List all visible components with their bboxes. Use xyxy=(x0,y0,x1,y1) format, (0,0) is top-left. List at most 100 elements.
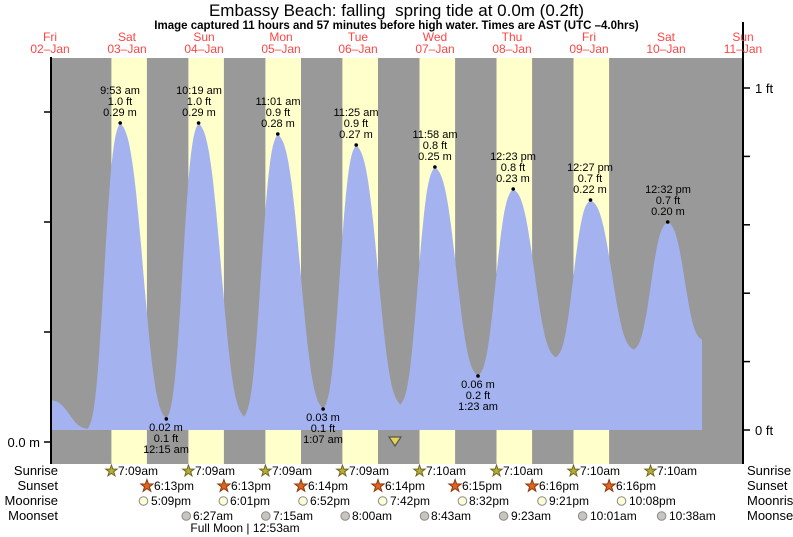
moonset-time: 6:27am xyxy=(193,509,234,523)
tide-high-label: 11:58 am 0.8 ft 0.25 m xyxy=(393,130,477,163)
moonset-icon xyxy=(261,511,271,521)
moonrise-row-label-right: Moonrise xyxy=(747,493,793,508)
y-axis-right-zero-label: 0 ft xyxy=(755,423,774,438)
sunrise-icon xyxy=(566,463,581,478)
sunset-time: 6:16pm xyxy=(539,479,580,493)
sunset-time: 6:13pm xyxy=(231,479,272,493)
day-weekday: Sat xyxy=(117,30,136,44)
moonrise-icon xyxy=(138,496,149,506)
day-date: 04–Jan xyxy=(184,42,224,56)
moonset-icon xyxy=(577,511,588,521)
moonset-icon xyxy=(498,511,509,521)
day-label: Sat 10–Jan xyxy=(628,31,704,55)
high-m: 0.29 m xyxy=(182,107,216,119)
day-weekday: Fri xyxy=(43,30,57,44)
moonrise-time: 8:32pm xyxy=(469,494,510,508)
tide-point-dot xyxy=(476,374,480,378)
moonrise-time: 6:52pm xyxy=(310,494,351,508)
day-weekday: Mon xyxy=(269,30,293,44)
low-time: 1:07 am xyxy=(303,434,343,446)
tide-point-dot xyxy=(588,198,593,202)
moonset-time: 8:43am xyxy=(431,509,472,523)
day-label: Sat 03–Jan xyxy=(89,31,165,55)
sunrise-time: 7:10am xyxy=(580,464,621,478)
current-time-marker-icon xyxy=(387,436,403,448)
day-weekday: Thu xyxy=(501,30,523,44)
high-time: 11:25 am xyxy=(333,107,379,119)
moonrise-icon xyxy=(616,496,627,506)
capture-info-subtitle: Image captured 11 hours and 57 minutes b… xyxy=(154,20,639,32)
high-m: 0.27 m xyxy=(339,129,373,141)
moonset-row-label-left: Moonset xyxy=(8,508,58,523)
sunset-icon xyxy=(293,477,309,493)
tide-point-dot xyxy=(321,407,325,411)
tide-area xyxy=(51,123,702,430)
sunrise-time: 7:10am xyxy=(657,464,698,478)
low-time: 12:15 am xyxy=(143,444,189,456)
sunrise-icon xyxy=(104,463,119,478)
low-m: 0.03 m xyxy=(306,412,340,424)
moonset-time: 10:38am xyxy=(669,509,716,523)
page-title: Embassy Beach: falling spring tide at 0.… xyxy=(208,1,585,20)
sunset-icon xyxy=(601,477,617,493)
sunset-row-label-right: Sunset xyxy=(747,478,788,493)
tide-point-dot xyxy=(118,121,122,125)
tide-point-dot xyxy=(354,143,359,147)
tide-point-dot xyxy=(276,132,280,136)
tide-point-dot xyxy=(665,220,670,224)
sunset-icon xyxy=(216,477,232,493)
sunrise-icon xyxy=(489,463,504,478)
tide-low-label: 0.02 m 0.1 ft 12:15 am xyxy=(124,423,208,456)
sunset-time: 6:14pm xyxy=(308,479,349,493)
moonrise-time: 10:08pm xyxy=(629,494,676,508)
high-m: 0.28 m xyxy=(261,118,295,130)
high-ft: 0.9 ft xyxy=(343,118,369,130)
sunset-time: 6:14pm xyxy=(385,479,426,493)
high-m: 0.29 m xyxy=(103,107,137,119)
day-date: 07–Jan xyxy=(415,42,455,56)
moonrise-row-label-left: Moonrise xyxy=(4,493,58,508)
sunrise-time: 7:10am xyxy=(426,464,467,478)
moonrise-icon xyxy=(298,496,308,506)
day-weekday: Wed xyxy=(422,30,448,44)
moonset-time: 7:15am xyxy=(273,509,314,523)
sunrise-icon xyxy=(643,463,658,478)
sunrise-time: 7:09am xyxy=(195,464,236,478)
high-time: 12:23 pm xyxy=(490,151,536,163)
high-time: 12:27 pm xyxy=(567,162,613,174)
tide-high-label: 9:53 am 1.0 ft 0.29 m xyxy=(78,86,162,119)
sunset-time: 6:13pm xyxy=(154,479,195,493)
day-label: Fri 09–Jan xyxy=(551,31,627,55)
high-ft: 0.8 ft xyxy=(500,162,526,174)
day-label: Fri 02–Jan xyxy=(12,31,88,55)
high-ft: 0.7 ft xyxy=(577,173,603,185)
moonrise-icon xyxy=(457,496,468,506)
tide-high-label: 11:25 am 0.9 ft 0.27 m xyxy=(314,108,398,141)
day-date: 03–Jan xyxy=(107,42,147,56)
sunset-row-label-left: Sunset xyxy=(17,478,58,493)
low-m: 0.06 m xyxy=(461,379,495,391)
moonset-icon xyxy=(656,511,667,521)
high-time: 11:58 am xyxy=(412,129,458,141)
moonrise-time: 5:09pm xyxy=(151,494,192,508)
tide-point-dot xyxy=(433,165,437,169)
high-m: 0.22 m xyxy=(573,184,607,196)
low-ft: 0.1 ft xyxy=(153,433,179,445)
low-ft: 0.2 ft xyxy=(465,390,491,402)
high-m: 0.23 m xyxy=(496,173,530,185)
day-weekday: Tue xyxy=(347,30,369,44)
tide-point-dot xyxy=(164,417,169,421)
sunrise-row-label-left: Sunrise xyxy=(13,463,58,478)
tide-high-label: 12:27 pm 0.7 ft 0.22 m xyxy=(548,163,632,196)
tide-point-dot xyxy=(511,187,515,191)
high-time: 12:32 pm xyxy=(645,184,691,196)
high-ft: 1.0 ft xyxy=(186,96,212,108)
high-ft: 0.7 ft xyxy=(655,195,681,207)
sunrise-time: 7:10am xyxy=(503,464,544,478)
high-time: 11:01 am xyxy=(255,96,301,108)
sunset-icon xyxy=(447,477,463,493)
y-axis-left-zero-label: 0.0 m xyxy=(7,435,40,450)
moonset-row-label-right: Moonset xyxy=(747,508,793,523)
moonset-time: 10:01am xyxy=(590,509,637,523)
